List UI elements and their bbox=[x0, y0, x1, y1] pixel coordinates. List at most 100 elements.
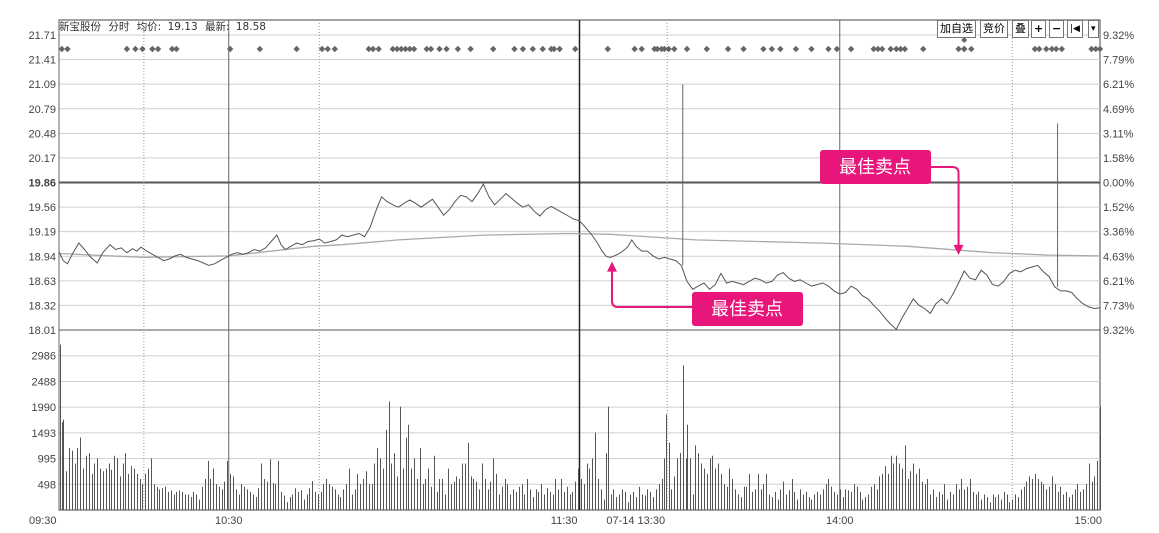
signal-diamond bbox=[132, 45, 139, 53]
volume-tick-label: 498 bbox=[38, 479, 56, 491]
signal-diamond bbox=[490, 45, 497, 53]
signal-diamond bbox=[671, 45, 678, 53]
price-tick-label: 21.71 bbox=[28, 30, 56, 42]
signal-diamond bbox=[825, 45, 832, 53]
signal-diamond bbox=[631, 45, 638, 53]
percent-tick-label: 6.21% bbox=[1103, 79, 1134, 91]
signal-diamond bbox=[443, 45, 450, 53]
signal-diamond bbox=[410, 45, 418, 53]
axis-labels: 21.71 21.41 21.09 20.79 20.48 20.17 19.86 19.56… bbox=[28, 30, 1134, 527]
auction-button[interactable]: 竞价 bbox=[980, 20, 1008, 38]
annotation-arrowhead bbox=[607, 261, 617, 272]
annotation-label: 最佳卖点 bbox=[711, 299, 783, 320]
signal-diamond bbox=[897, 45, 904, 53]
time-tick-label: 15:00 bbox=[1074, 515, 1102, 527]
signal-diamond bbox=[847, 45, 855, 53]
signal-diamond bbox=[955, 45, 962, 53]
signal-diamond bbox=[139, 45, 146, 53]
signal-diamond bbox=[665, 45, 672, 53]
signal-diamond bbox=[703, 45, 710, 53]
price-tick-label: 20.79 bbox=[28, 104, 56, 116]
price-tick-label: 19.86 bbox=[28, 178, 56, 190]
average-price-line bbox=[58, 232, 1101, 259]
signal-diamond bbox=[878, 45, 886, 53]
signal-diamond bbox=[436, 45, 443, 53]
percent-tick-label: 7.79% bbox=[1103, 55, 1134, 67]
time-tick-label: 07-14 13:30 bbox=[606, 515, 665, 527]
add-watchlist-button[interactable]: 加自选 bbox=[937, 20, 976, 38]
signal-diamond bbox=[58, 45, 66, 53]
price-tick-label: 18.01 bbox=[28, 325, 56, 337]
signal-diamond bbox=[324, 45, 331, 53]
signal-diamond bbox=[519, 45, 527, 53]
volume-bars bbox=[60, 344, 1101, 510]
zoom-out-button[interactable]: − bbox=[1049, 20, 1065, 38]
signal-diamond bbox=[792, 45, 800, 53]
signal-diamond bbox=[1043, 45, 1050, 53]
menu-dropdown-button[interactable]: ▾ bbox=[1088, 20, 1099, 38]
signal-diamond bbox=[638, 45, 645, 53]
annotation-connector bbox=[611, 270, 692, 308]
annotation-box bbox=[692, 292, 803, 326]
last-price-value: 18.58 bbox=[236, 21, 266, 33]
signal-diamond bbox=[874, 45, 882, 53]
signal-diamond bbox=[539, 45, 546, 53]
signal-diamond bbox=[389, 45, 396, 53]
signal-diamond bbox=[572, 45, 579, 53]
signal-diamond bbox=[833, 45, 841, 53]
signal-diamond bbox=[398, 45, 405, 53]
time-tick-label: 14:00 bbox=[826, 515, 854, 527]
overlay-button[interactable]: 叠 bbox=[1012, 20, 1029, 38]
signal-diamond bbox=[870, 45, 877, 53]
signal-diamond bbox=[683, 45, 691, 53]
price-tick-label: 18.94 bbox=[28, 251, 56, 263]
signal-diamond bbox=[893, 45, 900, 53]
signal-diamond bbox=[740, 45, 747, 53]
signal-diamond bbox=[467, 45, 474, 53]
signal-diamond bbox=[1096, 45, 1104, 53]
signal-diamond bbox=[406, 45, 413, 53]
back-button[interactable]: |◀ bbox=[1067, 20, 1083, 38]
percent-tick-label: 3.11% bbox=[1103, 128, 1134, 140]
signal-diamond bbox=[556, 45, 563, 53]
signal-diamond bbox=[1088, 45, 1095, 53]
price-tick-label: 19.19 bbox=[28, 227, 56, 239]
signal-diamond bbox=[550, 45, 558, 53]
volume-tick-label: 995 bbox=[38, 454, 56, 466]
avg-price-label: 均价: bbox=[137, 21, 162, 33]
signal-diamond bbox=[968, 45, 975, 53]
percent-tick-label: 1.52% bbox=[1103, 202, 1134, 214]
signal-diamond bbox=[1048, 45, 1056, 53]
signal-diamond bbox=[427, 45, 435, 53]
zoom-in-button[interactable]: + bbox=[1031, 20, 1047, 38]
price-tick-label: 18.32 bbox=[28, 300, 56, 312]
signal-diamond bbox=[402, 45, 409, 53]
percent-tick-label: 6.21% bbox=[1103, 276, 1134, 288]
signal-markers bbox=[58, 37, 1104, 53]
signal-diamond bbox=[919, 45, 927, 53]
price-tick-label: 21.09 bbox=[28, 79, 56, 91]
time-tick-label: 10:30 bbox=[215, 515, 243, 527]
signal-diamond bbox=[961, 37, 968, 43]
signal-diamond bbox=[293, 45, 300, 53]
signal-diamond bbox=[529, 45, 537, 53]
signal-diamond bbox=[331, 45, 339, 53]
percent-tick-label: 7.73% bbox=[1103, 300, 1134, 312]
signal-diamond bbox=[1058, 45, 1066, 53]
percent-tick-label: 4.63% bbox=[1103, 251, 1134, 263]
signal-diamond bbox=[768, 45, 776, 53]
signal-diamond bbox=[226, 45, 234, 53]
signal-diamond bbox=[604, 45, 611, 53]
percent-tick-label: 9.32% bbox=[1103, 325, 1134, 337]
signal-diamond bbox=[1052, 45, 1060, 53]
chart-grid bbox=[58, 19, 1101, 511]
last-price-label: 最新: bbox=[205, 20, 230, 33]
signal-diamond bbox=[123, 45, 131, 53]
signal-diamond bbox=[173, 45, 180, 53]
annotation-connector bbox=[931, 166, 960, 246]
signal-diamond bbox=[808, 45, 815, 53]
average-price-line bbox=[58, 232, 1101, 259]
signal-diamond bbox=[149, 45, 156, 53]
price-tick-label: 21.41 bbox=[28, 55, 56, 67]
